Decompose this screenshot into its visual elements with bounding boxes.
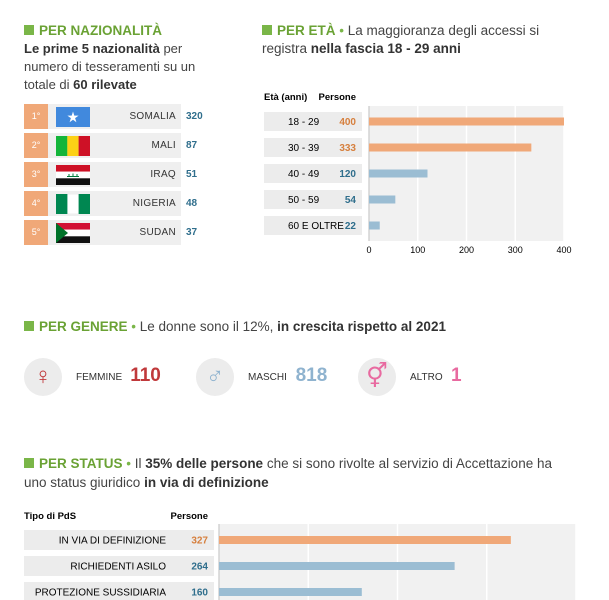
nationality-row: 3° IRAQ bbox=[24, 162, 181, 187]
nazionalita-description: Le prime 5 nazionalità per numero di tes… bbox=[24, 41, 196, 92]
category-label: RICHIEDENTI ASILO bbox=[70, 562, 166, 573]
mali-flag-icon bbox=[56, 135, 90, 156]
section-marker bbox=[24, 458, 34, 468]
gender-row: ♀ FEMMINE 110 ♂ MASCHI 818 ⚥ ALTRO 1 bbox=[24, 356, 584, 400]
bar bbox=[219, 562, 455, 570]
value-header: Persone bbox=[171, 511, 209, 522]
country-name: SUDAN bbox=[139, 227, 176, 238]
country-value: 51 bbox=[186, 169, 198, 180]
bar-value-label: 400 bbox=[339, 117, 356, 128]
gender-item: ⚥ ALTRO 1 bbox=[358, 356, 518, 400]
country-value: 37 bbox=[186, 227, 198, 238]
bar bbox=[369, 195, 396, 204]
country-name: IRAQ bbox=[150, 169, 176, 180]
gender-value: 1 bbox=[451, 365, 462, 386]
rank-badge: 4° bbox=[24, 191, 48, 216]
country-value: 48 bbox=[186, 198, 198, 209]
bar bbox=[369, 221, 380, 230]
status-title: PER STATUS • Il 35% delle persone che si… bbox=[24, 456, 552, 490]
bar-value-label: 160 bbox=[191, 588, 208, 599]
iraq-flag-icon bbox=[56, 164, 90, 185]
category-label: PROTEZIONE SUSSIDIARIA bbox=[35, 588, 166, 599]
gender-item: ♀ FEMMINE 110 bbox=[24, 356, 184, 400]
male-icon: ♂ bbox=[196, 358, 234, 396]
bar-value-label: 264 bbox=[191, 562, 208, 573]
age-bar-chart: Età (anni) Persone 18 - 29 400 30 - 39 333 40 … bbox=[264, 92, 572, 255]
category-row-bg bbox=[24, 556, 214, 576]
nationality-row: 5° SUDAN bbox=[24, 220, 181, 245]
nazionalita-title: PER NAZIONALITÀ bbox=[24, 22, 244, 40]
section-marker bbox=[24, 321, 34, 331]
category-row-bg bbox=[24, 582, 214, 600]
genere-title: PER GENERE • Le donne sono il 12%, in cr… bbox=[24, 318, 584, 336]
country-name: SOMALIA bbox=[129, 111, 176, 122]
other-gender-icon: ⚥ bbox=[358, 358, 396, 396]
section-marker bbox=[24, 25, 34, 35]
category-label: 40 - 49 bbox=[288, 169, 320, 180]
x-tick-label: 400 bbox=[556, 245, 571, 255]
category-label: 18 - 29 bbox=[288, 117, 320, 128]
bar bbox=[369, 143, 532, 152]
nigeria-flag-icon bbox=[55, 193, 91, 214]
bar bbox=[369, 169, 428, 178]
category-header: Tipo di PdS bbox=[24, 511, 76, 522]
category-row-bg bbox=[264, 138, 362, 157]
section-marker bbox=[262, 25, 272, 35]
country-value: 320 bbox=[186, 111, 203, 122]
x-tick-label: 0 bbox=[366, 245, 371, 255]
bar-value-label: 22 bbox=[345, 221, 357, 232]
x-tick-label: 200 bbox=[459, 245, 474, 255]
female-icon: ♀ bbox=[24, 358, 62, 396]
rank-badge: 5° bbox=[24, 220, 48, 245]
bar bbox=[219, 536, 511, 544]
rank-badge: 2° bbox=[24, 133, 48, 158]
bar bbox=[369, 117, 564, 126]
status-bar-chart: Tipo di PdS Persone IN VIA DI DEFINIZIONE 3… bbox=[24, 511, 577, 600]
category-label: 30 - 39 bbox=[288, 143, 320, 154]
bar-value-label: 54 bbox=[345, 195, 357, 206]
category-label: IN VIA DI DEFINIZIONE bbox=[59, 536, 167, 547]
category-row-bg bbox=[264, 164, 362, 183]
x-tick-label: 100 bbox=[410, 245, 425, 255]
rank-badge: 1° bbox=[24, 104, 48, 129]
bar-value-label: 327 bbox=[191, 536, 208, 547]
bar-value-label: 333 bbox=[339, 143, 356, 154]
rank-badge: 3° bbox=[24, 162, 48, 187]
gender-label: MASCHI bbox=[248, 372, 287, 383]
category-row-bg bbox=[264, 190, 362, 209]
sudan-flag-icon bbox=[56, 222, 90, 243]
gender-label: FEMMINE bbox=[76, 372, 123, 383]
bar bbox=[219, 588, 362, 596]
category-row-bg bbox=[264, 216, 362, 235]
category-header: Età (anni) bbox=[264, 92, 307, 103]
x-tick-label: 300 bbox=[508, 245, 523, 255]
category-label: 50 - 59 bbox=[288, 195, 320, 206]
category-row-bg bbox=[24, 530, 214, 550]
gender-label: ALTRO bbox=[410, 372, 443, 383]
category-label: 60 E OLTRE bbox=[288, 221, 344, 232]
nationality-row: 1° SOMALIA bbox=[24, 104, 181, 129]
nationality-row: 2° MALI bbox=[24, 133, 181, 158]
country-name: MALI bbox=[151, 140, 176, 151]
gender-item: ♂ MASCHI 818 bbox=[196, 356, 356, 400]
category-row-bg bbox=[264, 112, 362, 131]
eta-title: PER ETÀ • La maggioranza degli accessi s… bbox=[262, 23, 540, 56]
country-value: 87 bbox=[186, 140, 198, 151]
gender-value: 110 bbox=[130, 365, 161, 386]
value-header: Persone bbox=[319, 92, 357, 103]
gender-value: 818 bbox=[295, 365, 328, 386]
nationality-table: 1° SOMALIA 320 2° MALI 87 3° IRAQ 51 4° NIGERIA 48 5… bbox=[24, 104, 212, 250]
country-name: NIGERIA bbox=[132, 198, 176, 209]
nationality-row: 4° NIGERIA bbox=[24, 191, 181, 216]
bar-value-label: 120 bbox=[339, 169, 356, 180]
somalia-flag-icon bbox=[56, 106, 90, 127]
